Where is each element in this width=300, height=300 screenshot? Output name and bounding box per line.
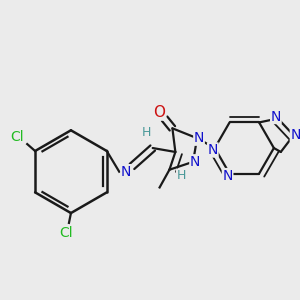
Text: N: N bbox=[208, 143, 218, 157]
Text: N: N bbox=[290, 128, 300, 142]
Text: N: N bbox=[194, 131, 204, 145]
Text: N: N bbox=[222, 169, 233, 183]
Text: Cl: Cl bbox=[59, 226, 73, 240]
Text: H: H bbox=[177, 169, 186, 182]
Text: H: H bbox=[142, 126, 152, 139]
Text: N: N bbox=[271, 110, 281, 124]
Text: O: O bbox=[154, 105, 166, 120]
Text: N: N bbox=[190, 155, 200, 169]
Text: Cl: Cl bbox=[11, 130, 24, 144]
Text: N: N bbox=[121, 165, 131, 179]
